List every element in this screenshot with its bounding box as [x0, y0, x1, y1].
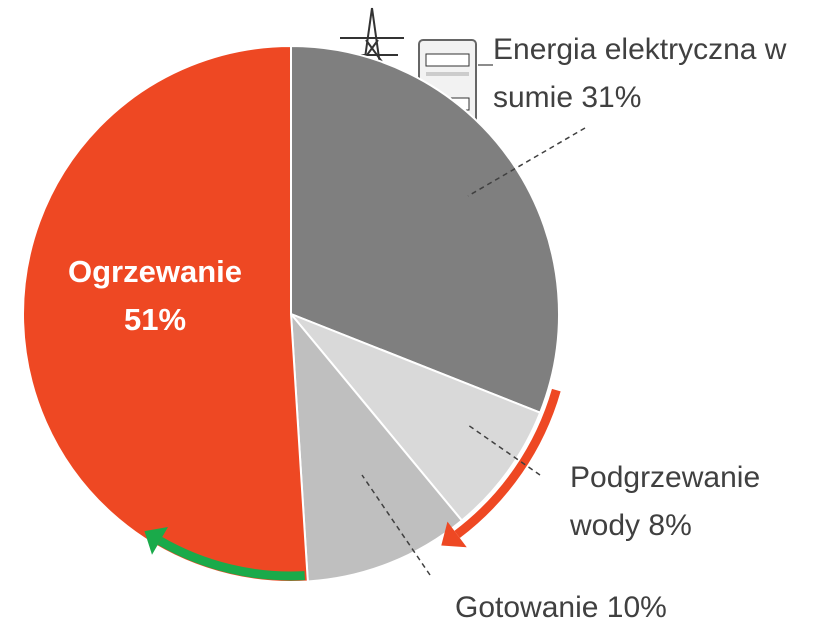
- leader-line: [467, 127, 586, 197]
- arrow-head: [144, 527, 168, 555]
- category-label: Energia elektryczna w sumie: [493, 33, 787, 114]
- arrow-arc: [454, 388, 561, 539]
- pie-slice: [290, 313, 542, 522]
- pie-slice: [290, 44, 560, 414]
- pie-slice: [289, 310, 464, 583]
- slice-label: Podgrzewanie wody 8%: [570, 454, 810, 550]
- leader-line: [361, 474, 431, 576]
- category-label: Gotowanie: [455, 591, 599, 624]
- value-label: 8%: [648, 509, 692, 542]
- slice-label: Gotowanie 10%: [455, 584, 815, 632]
- category-label: Ogrzewanie: [68, 254, 242, 289]
- leader-line: [467, 424, 541, 476]
- value-label: 10%: [606, 591, 667, 624]
- pie-slice: [22, 44, 309, 583]
- arrow-arc: [157, 537, 305, 581]
- slice-label: Energia elektryczna w sumie 31%: [493, 26, 822, 122]
- value-label: 31%: [581, 81, 642, 114]
- category-label: Podgrzewanie wody: [570, 461, 761, 542]
- value-label: 51%: [123, 302, 187, 337]
- slice-label: Ogrzewanie 51%: [38, 248, 272, 344]
- arrow-head: [441, 521, 467, 548]
